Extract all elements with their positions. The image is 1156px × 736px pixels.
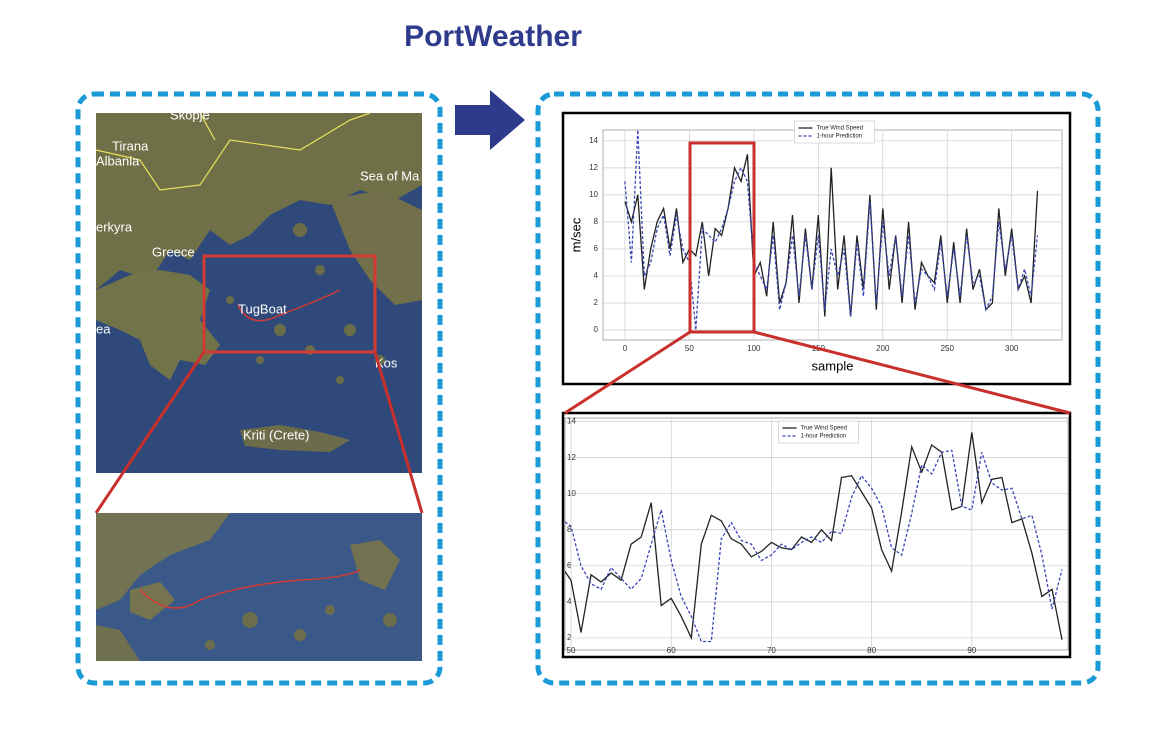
y-tick-label: 10 xyxy=(567,489,576,498)
charts: 02468101214050100150200250300samplem/sec… xyxy=(564,120,1069,655)
legend-label: 1-hour Prediction xyxy=(817,134,863,140)
map-label: Sea of Ma xyxy=(360,168,420,183)
y-tick-label: 8 xyxy=(567,525,572,534)
page-title: PortWeather xyxy=(404,20,582,53)
legend-label: True Wind Speed xyxy=(817,126,863,132)
x-tick-label: 60 xyxy=(667,646,676,655)
x-tick-label: 300 xyxy=(1005,344,1019,353)
legend-label: True Wind Speed xyxy=(801,426,847,432)
plot-area xyxy=(564,417,1069,651)
map-panel-border xyxy=(75,91,443,686)
chart-frame xyxy=(561,411,1072,659)
legend-box xyxy=(794,120,875,144)
map-inset xyxy=(96,513,422,661)
data-line xyxy=(565,449,1063,643)
map-label: Tirana xyxy=(112,138,149,153)
y-tick-label: 2 xyxy=(594,298,599,307)
y-tick-label: 4 xyxy=(594,271,599,280)
map-label: ea xyxy=(96,321,111,336)
x-tick-label: 50 xyxy=(567,646,576,655)
y-tick-label: 10 xyxy=(589,190,598,199)
zoom-line xyxy=(94,351,206,514)
chart: 2 4 6 8 10 12 14 50 60 70 80 90 True Wind Speed 1-hou… xyxy=(564,417,1069,655)
y-tick-label: 12 xyxy=(567,453,576,462)
zoom-box xyxy=(688,141,756,334)
zoom-line xyxy=(753,330,1071,415)
x-tick-label: 80 xyxy=(867,646,876,655)
y-tick-label: 4 xyxy=(567,597,572,606)
zoom-line xyxy=(373,351,424,514)
y-tick-label: 14 xyxy=(567,417,576,426)
map-label: Skopje xyxy=(170,107,210,122)
x-tick-label: 200 xyxy=(876,344,890,353)
x-tick-label: 50 xyxy=(685,344,694,353)
y-tick-label: 8 xyxy=(594,217,599,226)
arrow xyxy=(455,90,525,150)
map-label: TugBoat xyxy=(238,301,287,316)
y-axis-label: m/sec xyxy=(568,217,583,252)
y-tick-label: 2 xyxy=(567,633,572,642)
data-line xyxy=(565,432,1063,641)
legend-label: 1-hour Prediction xyxy=(801,434,847,440)
x-tick-label: 70 xyxy=(767,646,776,655)
x-axis-label: sample xyxy=(812,358,854,373)
zoom-line xyxy=(564,330,691,415)
data-line xyxy=(624,130,1039,331)
x-tick-label: 0 xyxy=(623,344,628,353)
chart-panel-border xyxy=(535,91,1101,686)
map-label: erkyra xyxy=(96,219,133,234)
y-tick-label: 6 xyxy=(567,561,572,570)
x-tick-label: 100 xyxy=(747,344,761,353)
chart: 02468101214050100150200250300samplem/sec… xyxy=(568,120,1063,373)
x-tick-label: 90 xyxy=(967,646,976,655)
map xyxy=(96,113,422,473)
y-tick-label: 14 xyxy=(589,136,598,145)
map-label: Greece xyxy=(152,244,195,259)
map-label: Kriti (Crete) xyxy=(243,427,309,442)
y-tick-label: 12 xyxy=(589,163,598,172)
map-label: Albania xyxy=(96,153,140,168)
legend-box xyxy=(778,420,859,444)
x-tick-label: 250 xyxy=(941,344,955,353)
y-tick-label: 6 xyxy=(594,244,599,253)
y-tick-label: 0 xyxy=(594,325,599,334)
